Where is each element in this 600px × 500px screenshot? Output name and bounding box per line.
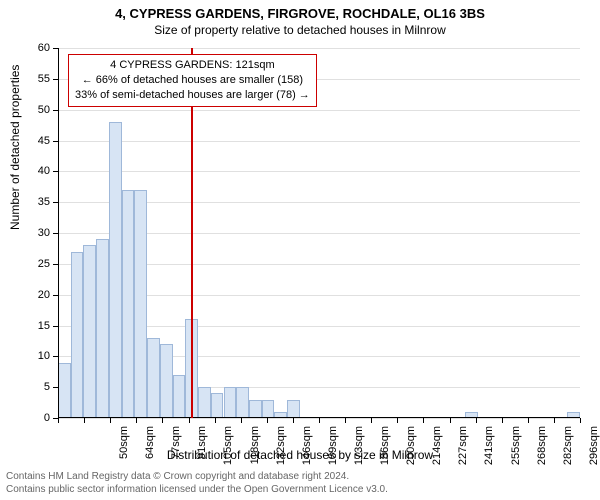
x-tick-mark bbox=[580, 418, 581, 423]
x-tick-mark bbox=[241, 418, 242, 423]
y-tick-label: 0 bbox=[20, 412, 50, 424]
x-tick-mark bbox=[345, 418, 346, 423]
x-tick-mark bbox=[136, 418, 137, 423]
x-tick-mark bbox=[84, 418, 85, 423]
y-tick-label: 5 bbox=[20, 381, 50, 393]
y-tick-label: 15 bbox=[20, 320, 50, 332]
histogram-bar bbox=[122, 190, 135, 418]
x-tick-mark bbox=[58, 418, 59, 423]
callout-line-2: ← 66% of detached houses are smaller (15… bbox=[75, 73, 310, 88]
histogram-bar bbox=[287, 400, 300, 419]
histogram-bar bbox=[262, 400, 275, 419]
histogram-bar bbox=[211, 393, 224, 418]
y-tick-label: 55 bbox=[20, 73, 50, 85]
x-tick-mark bbox=[189, 418, 190, 423]
x-tick-mark bbox=[528, 418, 529, 423]
histogram-bar bbox=[173, 375, 186, 418]
histogram-bar bbox=[134, 190, 147, 418]
footer-line-2: Contains public sector information licen… bbox=[6, 484, 388, 497]
page-title: 4, CYPRESS GARDENS, FIRGROVE, ROCHDALE, … bbox=[0, 0, 600, 21]
gridline bbox=[58, 141, 580, 142]
y-tick-label: 50 bbox=[20, 104, 50, 116]
footer-line-1: Contains HM Land Registry data © Crown c… bbox=[6, 471, 388, 484]
x-tick-mark bbox=[293, 418, 294, 423]
x-tick-mark bbox=[423, 418, 424, 423]
histogram-bar bbox=[198, 387, 211, 418]
histogram-bar bbox=[71, 252, 84, 419]
histogram-bar bbox=[224, 387, 237, 418]
property-callout: 4 CYPRESS GARDENS: 121sqm← 66% of detach… bbox=[68, 54, 317, 107]
y-tick-label: 60 bbox=[20, 42, 50, 54]
callout-line-1: 4 CYPRESS GARDENS: 121sqm bbox=[75, 58, 310, 73]
histogram-bar bbox=[147, 338, 160, 418]
histogram-bar bbox=[83, 245, 96, 418]
x-tick-mark bbox=[502, 418, 503, 423]
page-subtitle: Size of property relative to detached ho… bbox=[0, 21, 600, 37]
y-tick-label: 45 bbox=[20, 135, 50, 147]
y-tick-label: 40 bbox=[20, 165, 50, 177]
x-tick-mark bbox=[371, 418, 372, 423]
x-tick-mark bbox=[397, 418, 398, 423]
x-tick-mark bbox=[554, 418, 555, 423]
gridline bbox=[58, 110, 580, 111]
histogram-bar bbox=[109, 122, 122, 418]
y-tick-label: 10 bbox=[20, 350, 50, 362]
x-axis-label: Distribution of detached houses by size … bbox=[0, 448, 600, 462]
y-axis-line bbox=[58, 48, 59, 418]
y-tick-label: 25 bbox=[20, 258, 50, 270]
y-tick-label: 20 bbox=[20, 289, 50, 301]
gridline bbox=[58, 48, 580, 49]
histogram-bar bbox=[249, 400, 262, 419]
histogram-bar bbox=[160, 344, 173, 418]
histogram-bar bbox=[58, 363, 71, 419]
y-tick-label: 35 bbox=[20, 196, 50, 208]
histogram-bar bbox=[96, 239, 109, 418]
x-tick-mark bbox=[162, 418, 163, 423]
attribution-footer: Contains HM Land Registry data © Crown c… bbox=[6, 471, 388, 496]
x-tick-mark bbox=[110, 418, 111, 423]
x-tick-mark bbox=[319, 418, 320, 423]
x-tick-mark bbox=[215, 418, 216, 423]
y-tick-label: 30 bbox=[20, 227, 50, 239]
histogram-bar bbox=[236, 387, 249, 418]
x-tick-mark bbox=[267, 418, 268, 423]
x-tick-mark bbox=[476, 418, 477, 423]
chart-plot-area: 05101520253035404550556050sqm64sqm77sqm9… bbox=[58, 48, 580, 418]
x-tick-mark bbox=[450, 418, 451, 423]
callout-line-3: 33% of semi-detached houses are larger (… bbox=[75, 88, 310, 103]
gridline bbox=[58, 171, 580, 172]
